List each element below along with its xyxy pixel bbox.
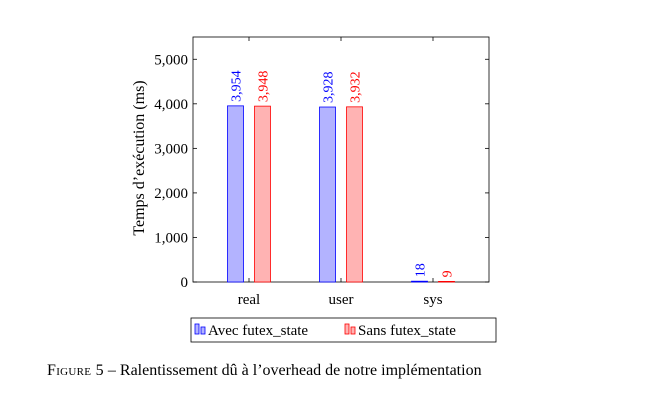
legend-box — [190, 317, 497, 343]
figure-number: Figure 5 — [47, 362, 104, 379]
data-label: 3,954 — [230, 70, 245, 102]
x-tick-label: sys — [423, 292, 442, 308]
bar-user-series-2 — [346, 106, 363, 283]
y-tick-label: 5,000 — [154, 52, 188, 68]
y-tick-label: 2,000 — [154, 186, 188, 202]
y-axis-label: Temps d’exécution (ms) — [131, 80, 148, 235]
y-tick-label: 3,000 — [154, 141, 188, 157]
data-label: 3,932 — [349, 71, 364, 103]
legend-swatch — [200, 326, 206, 335]
bar-sys-series-2 — [438, 280, 455, 283]
figure-caption: Figure 5 – Ralentissement dû à l’overhea… — [47, 362, 607, 380]
plot-area: 0 1,000 2,000 3,000 4,000 5,000 real user sys 3,9… — [154, 36, 490, 308]
legend-entry-label: Avec futex_state — [208, 323, 308, 339]
x-tick-label: user — [329, 292, 354, 308]
data-label: 3,948 — [257, 71, 272, 103]
legend-swatch — [194, 323, 200, 335]
y-tick-label: 0 — [181, 275, 189, 291]
data-label: 18 — [414, 263, 429, 277]
legend-swatch — [350, 326, 356, 335]
bar-sys-series-1 — [411, 280, 428, 283]
caption-text: Ralentissement dû à l’overhead de notre … — [119, 362, 482, 379]
data-label: 3,928 — [322, 72, 337, 104]
legend-entry-label: Sans futex_state — [358, 323, 456, 339]
bar-user-series-1 — [319, 106, 336, 283]
bar-real-series-1 — [227, 105, 244, 283]
y-tick-label: 4,000 — [154, 97, 188, 113]
legend: Avec futex_state Sans futex_state — [190, 317, 497, 343]
caption-separator: – — [103, 362, 120, 379]
legend-swatch — [344, 323, 350, 335]
x-tick-label: real — [238, 292, 260, 308]
data-label: 9 — [441, 270, 456, 277]
y-tick-label: 1,000 — [154, 230, 188, 246]
bar-real-series-2 — [254, 105, 271, 283]
